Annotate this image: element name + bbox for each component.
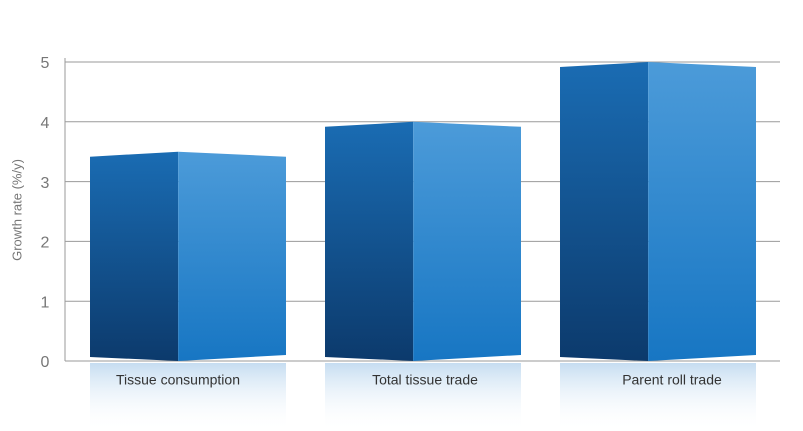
bar-left-face	[325, 121, 414, 361]
bar-reflection	[325, 363, 521, 431]
y-tick-label: 3	[41, 175, 50, 192]
bar-reflection	[560, 363, 756, 431]
x-tick-label: Total tissue trade	[372, 372, 478, 388]
bar-left-face	[560, 62, 649, 361]
y-axis-title: Growth rate (%/y)	[9, 159, 24, 261]
bar-right-face	[648, 62, 756, 361]
y-tick-label: 5	[41, 55, 50, 72]
x-tick-label: Tissue consumption	[116, 372, 240, 388]
bar-reflection	[90, 363, 286, 431]
y-tick-label: 4	[41, 115, 50, 132]
y-tick-label: 1	[41, 294, 50, 311]
bar-left-face	[90, 151, 179, 361]
y-tick-label: 2	[41, 235, 50, 252]
y-tick-label: 0	[41, 354, 50, 371]
bar	[90, 151, 286, 431]
bar	[325, 121, 521, 431]
x-tick-label: Parent roll trade	[622, 372, 722, 388]
bar-right-face	[178, 151, 286, 361]
bar-right-face	[413, 121, 521, 361]
bar	[560, 62, 756, 431]
